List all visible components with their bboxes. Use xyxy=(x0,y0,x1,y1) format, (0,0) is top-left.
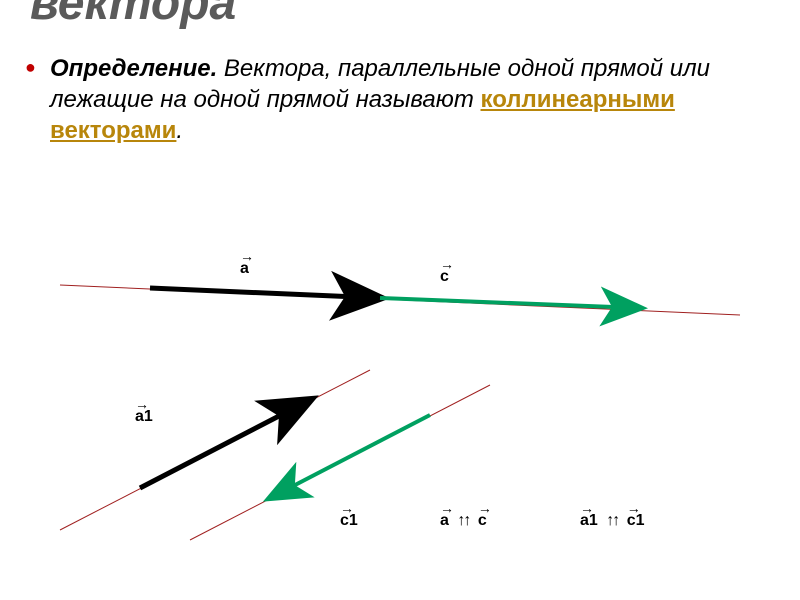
vec-arrow-icon: → xyxy=(478,500,492,516)
vec-arrow-icon: → xyxy=(240,248,254,264)
vec-arrow-icon: → xyxy=(627,500,641,516)
definition-label: Определение. xyxy=(50,55,217,82)
vectors-svg xyxy=(0,240,800,580)
label-c: → с xyxy=(440,268,449,286)
parallel-symbol-icon: ↑↑ xyxy=(457,512,469,530)
vec-arrow-icon: → xyxy=(440,256,454,272)
label-a: → а xyxy=(240,260,249,278)
definition-text: Определение. Вектора, параллельные одной… xyxy=(0,28,800,147)
label-a1: → а1 xyxy=(135,408,153,426)
vector-c xyxy=(380,298,640,308)
parallel-a-c: → а ↑↑ → с xyxy=(440,512,487,530)
vector-a xyxy=(150,288,380,298)
diagram-area: → а → с → а1 → с1 → а ↑↑ → с → а1 ↑↑ → с… xyxy=(0,240,800,580)
parallel-a1-c1: → а1 ↑↑ → с1 xyxy=(580,512,645,530)
vec-arrow-icon: → xyxy=(580,500,594,516)
parallel-symbol-icon: ↑↑ xyxy=(606,512,618,530)
vec-arrow-icon: → xyxy=(440,500,454,516)
definition-period: . xyxy=(176,117,183,144)
vec-arrow-icon: → xyxy=(135,396,149,412)
vec-arrow-icon: → xyxy=(340,500,354,516)
label-c1: → с1 xyxy=(340,512,358,530)
vector-c1 xyxy=(270,415,430,498)
page-title: вектора xyxy=(0,0,800,28)
vector-a1 xyxy=(140,400,310,488)
